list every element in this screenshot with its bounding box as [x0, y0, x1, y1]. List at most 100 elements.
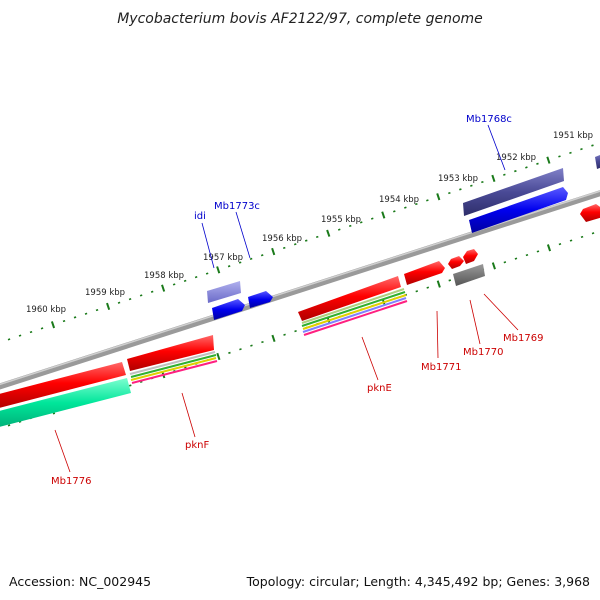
minor-tick — [448, 279, 452, 282]
gene-label-mb1770[interactable]: Mb1770 — [463, 347, 503, 358]
major-tick — [381, 211, 386, 219]
gene-label-mb1776[interactable]: Mb1776 — [51, 476, 91, 487]
gene-label-pknf[interactable]: pknF — [185, 440, 209, 451]
major-tick — [50, 321, 56, 329]
minor-tick — [525, 253, 529, 257]
gene-label-mb1769[interactable]: Mb1769 — [503, 333, 543, 344]
gene-pkne-feature[interactable] — [298, 276, 401, 321]
major-tick — [271, 334, 276, 343]
minor-tick — [591, 144, 594, 147]
minor-tick — [470, 184, 473, 187]
gene-red-left-feature[interactable] — [0, 362, 126, 409]
major-tick — [436, 193, 441, 201]
major-tick — [216, 266, 221, 274]
minor-tick — [426, 199, 429, 202]
gene-label-idi[interactable]: idi — [194, 211, 206, 222]
major-tick — [106, 302, 111, 311]
minor-tick — [238, 261, 242, 264]
gene-navy-edge-feature[interactable] — [595, 153, 600, 169]
gene-mb1773c-feature[interactable] — [207, 281, 241, 303]
major-tick — [271, 247, 276, 256]
minor-tick — [84, 312, 88, 315]
gene-label-pkne[interactable]: pknE — [367, 383, 392, 394]
minor-tick — [514, 257, 518, 260]
gene-blue-upper-right[interactable] — [469, 187, 568, 233]
minor-tick — [580, 235, 584, 239]
gene-mb1768c-feature[interactable] — [463, 168, 564, 216]
kbp-label-1960: 1960 kbp — [26, 305, 66, 315]
minor-tick — [40, 327, 44, 330]
minor-tick — [558, 243, 562, 246]
kbp-label-1954: 1954 kbp — [379, 195, 419, 205]
minor-tick — [183, 279, 187, 282]
minor-tick — [536, 250, 540, 253]
map-title: Mycobacterium bovis AF2122/97, complete … — [117, 11, 483, 27]
gene-idi-feature[interactable] — [212, 299, 245, 320]
genome-info-text: Topology: circular; Length: 4,345,492 bp… — [246, 574, 590, 589]
minor-tick — [249, 257, 253, 260]
kbp-label-1956: 1956 kbp — [262, 234, 302, 244]
minor-tick — [459, 188, 462, 191]
minor-tick — [481, 180, 484, 184]
minor-tick — [415, 202, 418, 206]
minor-tick — [426, 286, 430, 289]
gene-mb1770-feature[interactable] — [448, 256, 464, 269]
major-tick — [216, 352, 221, 361]
kbp-labels: 1951 kbp 1952 kbp 1953 kbp 1954 kbp 1955… — [26, 131, 593, 315]
minor-tick — [514, 169, 517, 173]
gene-mb1776-feature[interactable] — [0, 378, 131, 428]
minor-tick — [227, 265, 231, 268]
label-leaders — [54, 124, 519, 473]
minor-tick — [293, 243, 297, 246]
minor-tick — [337, 228, 341, 231]
minor-tick — [283, 333, 286, 336]
gene-gray-feature[interactable] — [453, 264, 485, 286]
kbp-label-1959: 1959 kbp — [85, 288, 125, 298]
minor-tick — [294, 330, 297, 333]
kbp-label-1952: 1952 kbp — [496, 153, 536, 163]
minor-tick — [95, 308, 99, 312]
minor-tick — [415, 290, 419, 293]
minor-tick — [315, 235, 319, 239]
minor-tick — [503, 261, 507, 264]
minor-tick — [239, 348, 242, 351]
minor-tick — [194, 276, 198, 279]
minor-tick — [304, 239, 308, 242]
gene-label-mb1773c[interactable]: Mb1773c — [214, 201, 260, 212]
minor-tick — [73, 316, 77, 319]
minor-tick — [7, 338, 11, 341]
minor-tick — [261, 340, 264, 344]
gene-label-mb1768c[interactable]: Mb1768c — [466, 114, 512, 125]
minor-tick — [150, 290, 154, 293]
minor-tick — [404, 206, 407, 209]
gene-blue-small-feature[interactable] — [248, 291, 273, 308]
minor-tick — [117, 301, 121, 304]
gene-mb1771-feature[interactable] — [404, 261, 445, 285]
minor-tick — [228, 351, 231, 355]
minor-tick — [569, 239, 573, 242]
major-tick — [546, 244, 552, 252]
major-tick — [326, 229, 331, 237]
minor-tick — [525, 166, 528, 169]
kbp-label-1958: 1958 kbp — [144, 271, 184, 281]
minor-tick — [139, 294, 143, 297]
minor-tick — [503, 173, 506, 176]
gene-mb1769-feature[interactable] — [463, 249, 478, 264]
kbp-label-1957: 1957 kbp — [203, 253, 243, 263]
kbp-label-1953: 1953 kbp — [438, 174, 478, 184]
major-tick — [436, 280, 441, 288]
reverse-strand-genes — [0, 204, 600, 428]
accession-text: Accession: NC_002945 — [9, 574, 151, 589]
genome-backbone — [0, 190, 600, 390]
gene-red-edge-feature[interactable] — [580, 204, 600, 222]
major-tick — [491, 174, 496, 183]
gene-pknf-stripes — [129, 351, 218, 384]
outer-tick-track — [0, 144, 594, 346]
minor-tick — [558, 155, 561, 158]
gene-label-mb1771[interactable]: Mb1771 — [421, 362, 461, 373]
gene-pknf-feature[interactable] — [127, 335, 214, 371]
minor-tick — [591, 232, 595, 235]
minor-tick — [128, 297, 132, 301]
